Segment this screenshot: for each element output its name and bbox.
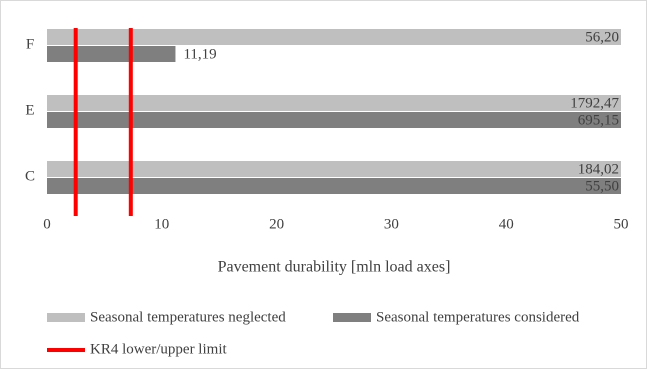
bar bbox=[47, 29, 621, 45]
plot-area bbox=[47, 29, 621, 194]
y-tick-label: E bbox=[25, 102, 34, 118]
bar bbox=[47, 112, 621, 128]
x-axis-label: Pavement durability [mln load axes] bbox=[218, 259, 451, 276]
x-tick-label: 10 bbox=[154, 216, 169, 232]
legend-label: KR4 lower/upper limit bbox=[90, 341, 227, 357]
bar bbox=[47, 161, 621, 177]
y-tick-label: C bbox=[25, 168, 35, 184]
bar bbox=[47, 178, 621, 194]
legend-swatch bbox=[333, 313, 371, 322]
x-tick-label: 50 bbox=[614, 216, 629, 232]
data-label: 11,19 bbox=[183, 46, 216, 62]
x-tick-label: 40 bbox=[499, 216, 514, 232]
legend-label: Seasonal temperatures considered bbox=[376, 309, 580, 325]
legend-label: Seasonal temperatures neglected bbox=[90, 309, 286, 325]
data-label: 56,20 bbox=[585, 29, 619, 45]
x-tick-label: 30 bbox=[384, 216, 399, 232]
data-label: 55,50 bbox=[585, 178, 619, 194]
legend-swatch bbox=[47, 313, 85, 322]
data-label: 695,15 bbox=[578, 112, 619, 128]
x-tick-label: 20 bbox=[269, 216, 284, 232]
data-label: 184,02 bbox=[578, 161, 619, 177]
bar bbox=[47, 46, 176, 62]
y-tick-label: F bbox=[26, 36, 34, 52]
data-label: 1792,47 bbox=[570, 95, 619, 111]
bar bbox=[47, 95, 621, 111]
x-tick-label: 0 bbox=[43, 216, 51, 232]
